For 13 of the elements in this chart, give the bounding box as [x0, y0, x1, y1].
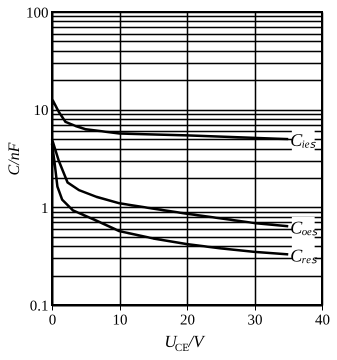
x-tick-label: 30 — [248, 312, 262, 328]
y-tick-label: 0.1 — [30, 298, 48, 314]
y-tick-label: 100 — [26, 6, 48, 22]
x-tick-label: 40 — [315, 312, 330, 328]
x-tick-label: 0 — [48, 312, 56, 328]
series-label: Cᵣₑₛ — [290, 245, 318, 266]
y-axis-title: C/nF — [6, 142, 23, 176]
x-tick-label: 20 — [180, 312, 195, 328]
series-label: Cᵢₑₛ — [290, 130, 316, 150]
series-label: Cₒₑₛ — [290, 217, 318, 238]
x-tick-label: 10 — [112, 312, 128, 328]
y-tick-label: 1 — [41, 200, 48, 217]
y-tick-label: 10 — [34, 103, 48, 120]
